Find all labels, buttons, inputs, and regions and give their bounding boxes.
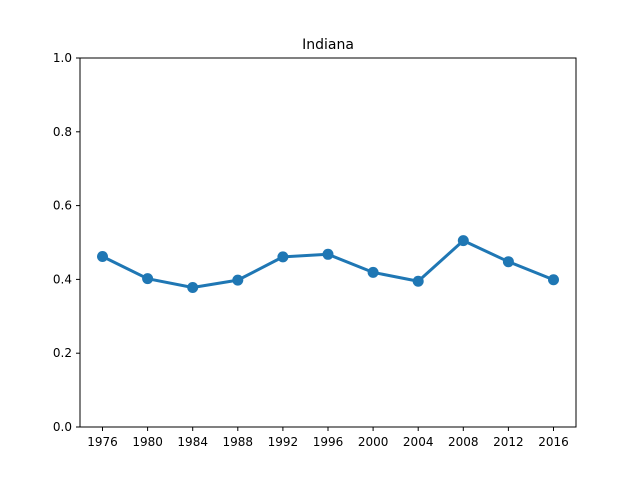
x-tick-label: 1980 [132, 435, 163, 449]
plot-area [97, 235, 559, 294]
chart-title: Indiana [302, 37, 354, 53]
y-tick-label: 0.8 [53, 125, 72, 139]
x-tick-label: 2016 [538, 435, 569, 449]
data-point [232, 274, 244, 286]
y-tick-label: 0.2 [53, 346, 72, 360]
x-tick-label: 1996 [313, 435, 344, 449]
data-point [367, 266, 379, 278]
data-point [322, 248, 334, 260]
x-tick-label: 1988 [223, 435, 254, 449]
y-tick-label: 0.0 [53, 420, 72, 434]
x-tick-label: 1984 [177, 435, 208, 449]
data-point [548, 274, 559, 286]
data-point [277, 251, 289, 263]
axes: 1976 1980 1984 1988 1992 1996 2000 2004 2008 2012… [53, 51, 577, 449]
x-tick-label: 2012 [493, 435, 524, 449]
x-tick-label: 2008 [448, 435, 479, 449]
data-point [97, 251, 108, 263]
x-tick-label: 1976 [87, 435, 118, 449]
data-point [412, 275, 424, 287]
data-point [142, 273, 154, 285]
y-tick-label: 0.6 [53, 199, 72, 213]
x-tick-label: 1992 [268, 435, 299, 449]
x-tick-label: 2004 [403, 435, 434, 449]
data-point [187, 282, 199, 294]
data-point [457, 235, 469, 247]
y-tick-label: 1.0 [53, 51, 72, 65]
x-tick-label: 2000 [358, 435, 389, 449]
data-point [502, 256, 514, 268]
y-tick-label: 0.4 [53, 272, 72, 286]
